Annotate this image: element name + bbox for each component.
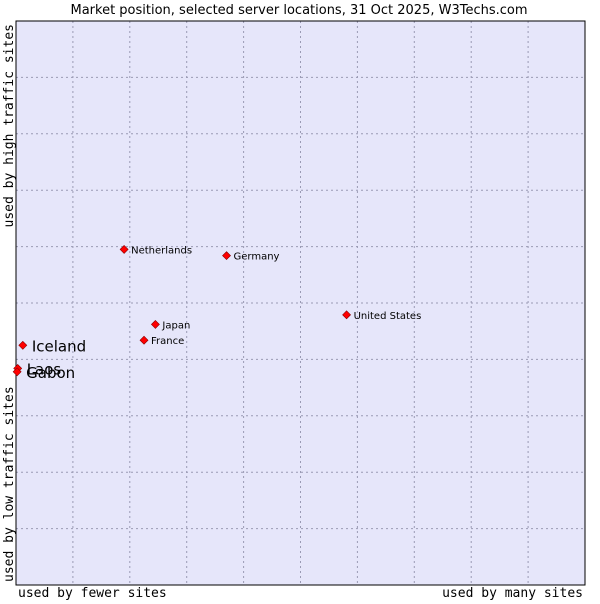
point-germany: Germany (222, 251, 280, 263)
plot-border (15, 20, 586, 586)
label-japan: Japan (161, 320, 190, 331)
chart-title: Market position, selected server locatio… (70, 3, 527, 18)
marker-france (139, 335, 149, 345)
point-iceland: Iceland (18, 337, 86, 355)
point-gabon: Gabon (12, 364, 75, 382)
point-united-states: United States (342, 310, 422, 322)
y-axis-label-top: used by high traffic sites (2, 24, 17, 228)
marker-japan (150, 320, 160, 329)
x-axis-label-right: used by many sites (442, 586, 583, 600)
label-iceland: Iceland (32, 337, 86, 355)
y-axis-label-bottom: used by low traffic sites (2, 386, 17, 582)
x-axis-label-left: used by fewer sites (18, 586, 167, 600)
label-laos: Laos (27, 360, 62, 378)
data-points: Netherlands Germany United States Japan Fran… (12, 244, 422, 382)
marker-united-states (342, 310, 352, 320)
marker-germany (222, 251, 231, 261)
point-netherlands: Netherlands (119, 244, 192, 256)
label-gabon: Gabon (26, 364, 75, 382)
marker-iceland (18, 340, 28, 350)
grid-lines (16, 21, 585, 585)
point-japan: Japan (150, 320, 190, 331)
label-netherlands: Netherlands (131, 245, 192, 256)
point-france: France (139, 335, 184, 347)
marker-netherlands (119, 244, 129, 254)
label-united-states: United States (354, 311, 422, 322)
label-france: France (151, 336, 184, 347)
label-germany: Germany (234, 252, 280, 263)
marker-gabon (12, 367, 22, 377)
